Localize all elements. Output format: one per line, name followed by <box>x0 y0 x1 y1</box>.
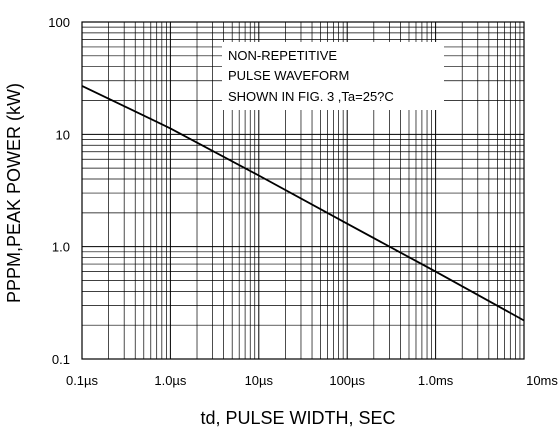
plot-frame <box>81 21 525 360</box>
x-tick-label: 1.0µs <box>154 373 187 388</box>
annotation-line-1: NON-REPETITIVE <box>228 48 337 63</box>
y-tick-label: 0.1 <box>52 352 70 367</box>
annotation-line-2: PULSE WAVEFORM <box>228 68 349 83</box>
x-tick-label: 10µs <box>245 373 274 388</box>
y-tick-label: 1.0 <box>52 240 70 255</box>
annotation-line-3: SHOWN IN FIG. 3 ,Ta=25?C <box>228 89 394 104</box>
tick-labels: 0.1µs 1.0µs 10µs 100µs 1.0ms 10ms 0.1 1.0 10 100 <box>48 15 558 388</box>
chart-grid <box>81 22 524 360</box>
x-axis-label: td, PULSE WIDTH, SEC <box>200 408 395 428</box>
x-tick-label: 1.0ms <box>418 373 454 388</box>
x-tick-label: 0.1µs <box>66 373 99 388</box>
series-line <box>81 85 525 322</box>
y-tick-label: 10 <box>56 127 70 142</box>
y-axis-label: PPPM,PEAK POWER (kW) <box>4 83 24 303</box>
y-tick-label: 100 <box>48 15 70 30</box>
x-tick-label: 100µs <box>329 373 365 388</box>
annotation-box: NON-REPETITIVE PULSE WAVEFORM SHOWN IN F… <box>222 42 444 110</box>
x-tick-label: 10ms <box>526 373 558 388</box>
